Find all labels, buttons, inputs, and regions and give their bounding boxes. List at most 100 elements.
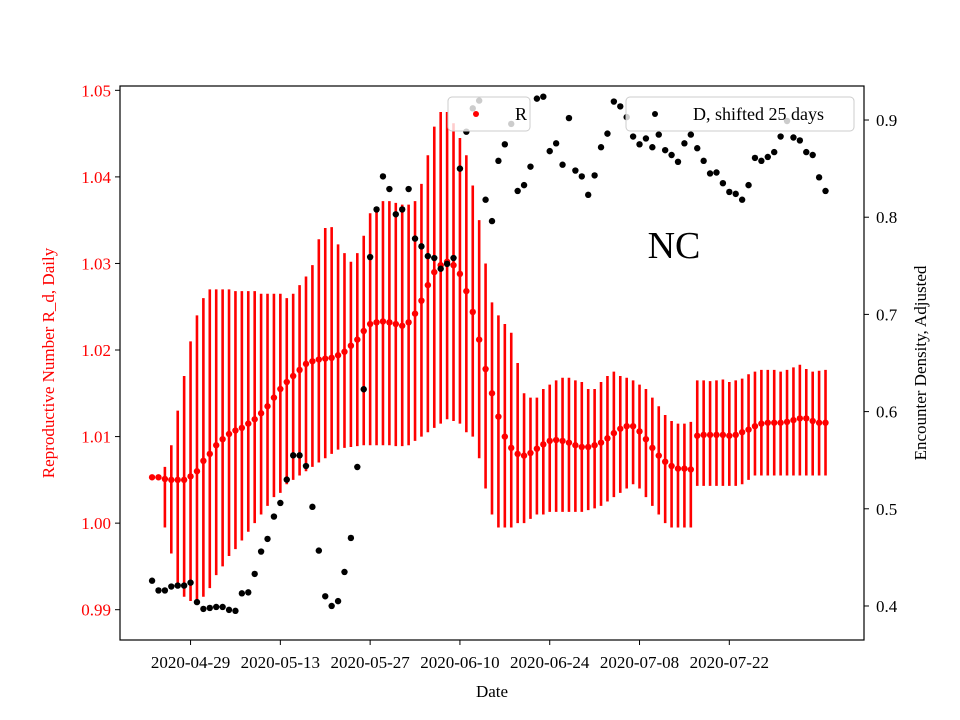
r-point <box>168 476 175 484</box>
r-point <box>488 390 496 397</box>
d-point <box>578 173 585 180</box>
r-point <box>597 439 605 446</box>
d-point <box>681 140 688 147</box>
d-point <box>771 148 778 156</box>
r-point <box>719 431 727 439</box>
r-point <box>546 437 553 445</box>
d-point <box>213 603 220 611</box>
y-left-axis-ticks: 0.99 1.00 1.01 1.02 1.03 1.04 1.05 <box>81 81 120 620</box>
d-point <box>745 181 752 189</box>
d-point <box>251 570 258 578</box>
d-point <box>655 131 662 138</box>
legend-r-box <box>447 96 531 132</box>
d-point <box>546 147 553 155</box>
d-point <box>405 185 412 193</box>
d-point <box>604 130 611 137</box>
d-point <box>180 582 188 589</box>
r-point <box>610 429 618 437</box>
legend-d-box <box>625 96 855 132</box>
r-point <box>636 428 643 435</box>
r-point <box>431 268 438 276</box>
r-point <box>674 465 682 472</box>
y-left-axis-label: Reproductive Number R_d, Daily <box>39 247 58 478</box>
r-point <box>309 358 316 365</box>
y-right-tick-label: 0.7 <box>876 305 898 324</box>
d-point <box>629 133 637 140</box>
x-tick-label: 2020-06-10 <box>420 653 499 672</box>
r-point <box>661 458 669 465</box>
r-point <box>450 261 457 269</box>
d-point <box>636 141 643 148</box>
d-point <box>527 163 534 170</box>
legend-r-marker <box>473 111 479 117</box>
d-point <box>437 265 444 272</box>
x-tick-label: 2020-06-24 <box>510 653 590 672</box>
d-point <box>187 579 194 586</box>
d-point <box>822 187 829 195</box>
r-point <box>809 417 816 425</box>
r-point <box>495 413 502 420</box>
r-point <box>289 372 297 380</box>
x-tick-label: 2020-07-08 <box>600 653 679 672</box>
d-point <box>514 187 521 195</box>
d-point <box>719 179 727 187</box>
r-point <box>687 466 695 473</box>
d-point <box>565 114 573 122</box>
d-point <box>373 206 380 213</box>
y-left-tick-label: 1.01 <box>81 428 111 447</box>
d-point <box>706 170 714 177</box>
d-point <box>585 191 592 199</box>
r-point <box>399 322 406 329</box>
d-point <box>206 604 213 612</box>
d-point <box>617 103 624 110</box>
r-point <box>219 435 226 443</box>
d-point <box>225 606 233 614</box>
d-point <box>238 590 246 597</box>
r-point <box>501 433 509 440</box>
d-point <box>270 513 278 520</box>
r-point <box>520 452 528 459</box>
d-point <box>700 157 707 165</box>
r-point <box>706 431 714 439</box>
r-point <box>225 430 233 438</box>
d-point <box>200 605 207 613</box>
y-right-tick-label: 0.4 <box>876 597 898 616</box>
d-point <box>597 144 605 151</box>
d-point <box>488 217 496 225</box>
r-point <box>623 422 630 430</box>
d-point <box>674 158 682 166</box>
legend-d-label: D, shifted 25 days <box>693 104 824 124</box>
d-point <box>379 173 387 180</box>
r-point <box>604 435 611 442</box>
r-point <box>360 327 367 335</box>
d-point <box>411 235 419 242</box>
d-point <box>443 260 451 268</box>
x-tick-label: 2020-04-29 <box>151 653 230 672</box>
y-right-axis-ticks: 0.4 0.5 0.6 0.7 0.8 0.9 <box>864 111 898 616</box>
r-point <box>751 422 759 430</box>
d-point <box>334 597 342 605</box>
d-point <box>366 253 374 261</box>
r-point <box>655 452 662 459</box>
d-point <box>732 190 739 198</box>
r-point <box>815 419 823 426</box>
r-point <box>257 410 265 417</box>
legend-r-label: R <box>515 104 527 124</box>
d-point <box>431 254 438 262</box>
r-point <box>405 319 412 326</box>
r-point <box>283 378 290 386</box>
r-point <box>315 356 323 363</box>
r-series-points <box>148 258 829 484</box>
d-point <box>661 146 669 154</box>
y-left-tick-label: 1.03 <box>81 254 111 273</box>
r-point <box>354 336 361 343</box>
r-point <box>726 432 733 439</box>
r-point <box>322 355 329 362</box>
y-left-tick-label: 1.04 <box>81 168 111 187</box>
d-point <box>277 499 284 507</box>
r-point <box>649 444 656 452</box>
r-point <box>328 354 335 362</box>
r-point <box>585 443 592 451</box>
d-point <box>796 137 804 144</box>
